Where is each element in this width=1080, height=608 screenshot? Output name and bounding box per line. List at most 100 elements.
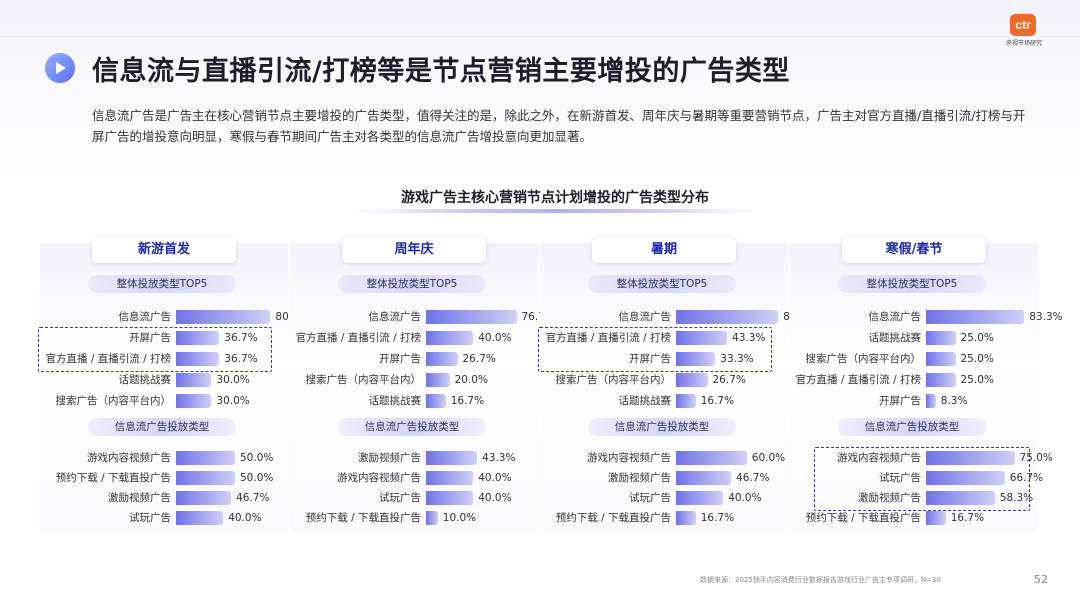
feed-row: 游戏内容视频广告 50.0%	[40, 450, 288, 466]
bar-value: 36.7%	[224, 353, 258, 365]
top5-row: 信息流广告80.0%	[40, 309, 309, 325]
bar	[176, 373, 212, 387]
panel-title: 暑期	[592, 237, 736, 263]
feed-row: 预约下载 / 下载直投广告 50.0%	[40, 470, 288, 486]
bar-value: 83.3%	[1029, 311, 1063, 323]
bar-label: 预约下载 / 下载直投广告	[55, 472, 171, 484]
play-icon	[45, 53, 75, 83]
intro-text: 信息流广告是广告主在核心营销节点主要增投的广告类型，值得关注的是，除此之外，在新…	[92, 108, 1026, 144]
bar	[426, 310, 517, 324]
bar	[676, 451, 747, 465]
panel-title: 寒假/春节	[842, 237, 986, 263]
bar-label: 信息流广告	[868, 311, 922, 323]
bar	[926, 471, 1005, 485]
section-label-top5: 整体投放类型TOP5	[838, 275, 986, 293]
bar-value: 40.0%	[478, 472, 512, 484]
bar-label: 预约下载 / 下载直投广告	[305, 512, 421, 524]
bar	[676, 511, 696, 525]
bar-label: 官方直播 / 直播引流 / 打榜	[45, 353, 171, 365]
bar-value: 26.7%	[462, 353, 496, 365]
bar	[926, 394, 936, 408]
bar-label: 话题挑战赛	[118, 374, 172, 386]
section-label-top5: 整体投放类型TOP5	[88, 275, 236, 293]
header-divider	[0, 36, 1080, 37]
bar-value: 26.7%	[712, 374, 746, 386]
bar	[426, 331, 474, 345]
bar-label: 官方直播 / 直播引流 / 打榜	[295, 332, 421, 344]
bar-label: 游戏内容视频广告	[587, 452, 671, 464]
bar-label: 激励视频广告	[608, 472, 671, 484]
bar	[926, 373, 956, 387]
bar-value: 75.0%	[1019, 452, 1053, 464]
bar-label: 话题挑战赛	[618, 395, 672, 407]
bar	[426, 491, 474, 505]
bar	[676, 352, 716, 366]
bar-value: 30.0%	[216, 374, 250, 386]
feed-row: 游戏内容视频广告 60.0%	[540, 450, 788, 466]
bar-label: 游戏内容视频广告	[837, 452, 921, 464]
bar-value: 43.3%	[482, 452, 516, 464]
bar-label: 官方直播 / 直播引流 / 打榜	[545, 332, 671, 344]
feed-row: 游戏内容视频广告 40.0%	[290, 470, 538, 486]
section-label-feed: 信息流广告投放类型	[338, 418, 486, 436]
bar-value: 16.7%	[700, 512, 735, 524]
chart-title: 游戏广告主核心营销节点计划增投的广告类型分布	[401, 190, 709, 206]
bar-label: 话题挑战赛	[368, 395, 422, 407]
bar	[426, 471, 474, 485]
bar-value: 46.7%	[736, 472, 770, 484]
logo-badge: ctr	[1010, 14, 1036, 36]
bar-label: 游戏内容视频广告	[87, 452, 171, 464]
bar	[176, 451, 235, 465]
bar	[176, 511, 224, 525]
chart-title-block: 游戏广告主核心营销节点计划增投的广告类型分布	[355, 183, 755, 213]
section-label-feed: 信息流广告投放类型	[838, 418, 986, 436]
top5-row: 话题挑战赛 16.7%	[540, 393, 788, 409]
feed-row: 激励视频广告 58.3%	[790, 490, 1038, 506]
bar-label: 搜索广告（内容平台内）	[55, 395, 172, 407]
bar-value: 33.3%	[720, 353, 754, 365]
bar	[926, 352, 956, 366]
feed-row: 试玩广告 40.0%	[40, 510, 288, 526]
bar-label: 开屏广告	[879, 395, 921, 407]
bar-value: 20.0%	[454, 374, 488, 386]
top5-row: 搜索广告（内容平台内） 26.7%	[540, 372, 788, 388]
bar	[926, 491, 995, 505]
bar	[676, 331, 728, 345]
bar-value: 50.0%	[240, 472, 274, 484]
bar	[926, 511, 946, 525]
bar	[676, 394, 696, 408]
bar	[676, 373, 708, 387]
bar-value: 50.0%	[240, 452, 274, 464]
feed-row: 试玩广告 40.0%	[540, 490, 788, 506]
bar	[176, 310, 271, 324]
bar-label: 搜索广告（内容平台内）	[555, 374, 672, 386]
top5-row: 官方直播 / 直播引流 / 打榜 43.3%	[540, 330, 788, 346]
bar	[176, 331, 220, 345]
highlight-box	[38, 327, 272, 372]
feed-row: 试玩广告 40.0%	[290, 490, 538, 506]
bar-label: 开屏广告	[379, 353, 421, 365]
bar-label: 信息流广告	[118, 311, 172, 323]
top5-row: 开屏广告 36.7%	[40, 330, 288, 346]
bar-label: 话题挑战赛	[868, 332, 922, 344]
bar-label: 预约下载 / 下载直投广告	[805, 512, 921, 524]
bar-label: 预约下载 / 下载直投广告	[555, 512, 671, 524]
feed-row: 激励视频广告 43.3%	[290, 450, 538, 466]
bar-label: 官方直播 / 直播引流 / 打榜	[795, 374, 921, 386]
bar-value: 36.7%	[224, 332, 258, 344]
bar	[926, 310, 1025, 324]
bar	[426, 511, 438, 525]
bar-value: 8.3%	[940, 395, 968, 407]
bar-value: 25.0%	[960, 353, 994, 365]
panel-1: 周年庆 整体投放类型TOP5 信息流广告投放类型 信息流广告 76.7% 官方直播 / 直…	[290, 237, 555, 531]
bar-label: 激励视频广告	[358, 452, 421, 464]
top5-row: 官方直播 / 直播引流 / 打榜 36.7%	[40, 351, 288, 367]
bar-value: 60.0%	[751, 452, 786, 464]
bar	[426, 373, 450, 387]
panel-title: 周年庆	[342, 237, 486, 263]
feed-row: 游戏内容视频广告 75.0%	[790, 450, 1053, 466]
bar	[176, 352, 220, 366]
bar	[426, 394, 446, 408]
page-title: 信息流与直播引流/打榜等是节点营销主要增投的广告类型	[92, 56, 790, 87]
